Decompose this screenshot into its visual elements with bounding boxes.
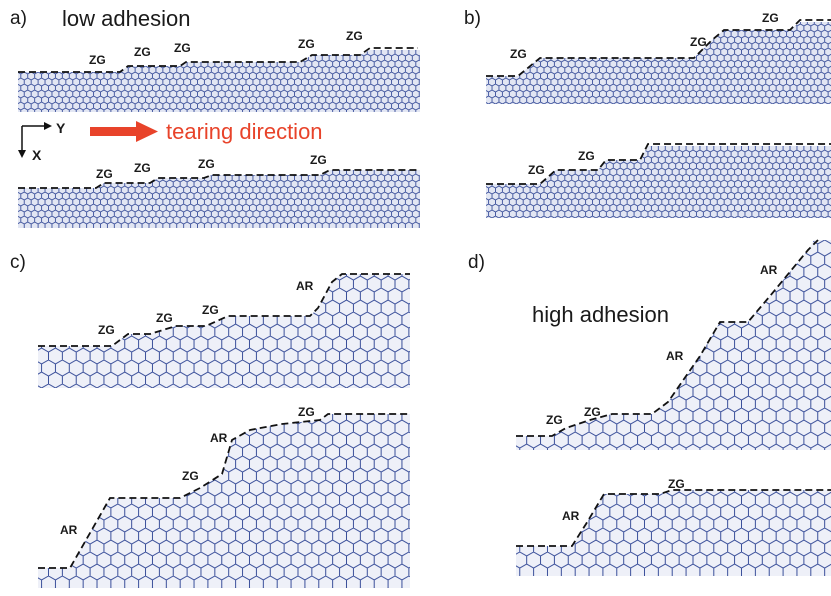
- edge-label: ZG: [202, 303, 219, 317]
- edge-label: ZG: [174, 41, 191, 55]
- panel-d-bottom-edge: [516, 489, 831, 547]
- edge-label: ZG: [762, 11, 779, 25]
- panel-d: d) high adhesion ZG ZG AR AR AR ZG: [468, 239, 831, 576]
- edge-label: ZG: [134, 161, 151, 175]
- panel-a-label: a): [10, 8, 27, 29]
- edge-label: ZG: [182, 469, 199, 483]
- panel-a-bottom-edge: [18, 169, 418, 189]
- panel-c-top-edge-labels: ZG ZG ZG AR: [98, 279, 314, 337]
- axes-indicator: Y X: [18, 120, 66, 163]
- panel-c-bottom-sheet: [38, 414, 410, 588]
- edge-label: ZG: [89, 53, 106, 67]
- tearing-direction-text: tearing direction: [166, 119, 323, 144]
- edge-label: ZG: [668, 477, 685, 491]
- panel-d-top-edge-labels: ZG ZG AR AR: [546, 263, 778, 427]
- axis-y-label: Y: [56, 120, 66, 136]
- edge-label: ZG: [134, 45, 151, 59]
- panel-d-label: d): [468, 252, 485, 273]
- panel-a-bottom-sheet: [18, 170, 420, 228]
- edge-label: ZG: [510, 47, 527, 61]
- panel-c-bottom-edge-labels: AR ZG AR ZG: [60, 405, 315, 537]
- panel-d-bottom-sheet: [516, 490, 831, 576]
- panel-a-bottom-edge-labels: ZG ZG ZG ZG: [96, 153, 327, 181]
- panel-a-title: low adhesion: [62, 6, 190, 31]
- edge-label: ZG: [198, 157, 215, 171]
- panel-d-title: high adhesion: [532, 302, 669, 327]
- panel-d-bottom-edge-labels: AR ZG: [562, 477, 685, 523]
- panel-a-top-sheet: [18, 50, 420, 112]
- edge-label: ZG: [96, 167, 113, 181]
- edge-label: AR: [296, 279, 314, 293]
- edge-label: AR: [666, 349, 684, 363]
- panel-d-top-sheet: [516, 240, 831, 450]
- axis-x-label: X: [32, 147, 42, 163]
- edge-label: ZG: [346, 29, 363, 43]
- panel-b-bottom-sheet: [486, 146, 831, 218]
- edge-label: ZG: [546, 413, 563, 427]
- panel-a-top-edge: [18, 47, 418, 73]
- edge-label: ZG: [298, 37, 315, 51]
- panel-c-top-sheet: [38, 274, 410, 388]
- edge-label: ZG: [578, 149, 595, 163]
- edge-label: ZG: [528, 163, 545, 177]
- panel-c-bottom-edge: [38, 413, 410, 569]
- panel-a: a) low adhesion ZG ZG ZG ZG ZG Y X teari…: [10, 6, 420, 228]
- edge-label: AR: [760, 263, 778, 277]
- edge-label: AR: [210, 431, 228, 445]
- panel-a-top-edge-labels: ZG ZG ZG ZG ZG: [89, 29, 363, 67]
- panel-c-top-edge: [38, 273, 410, 347]
- arrow-right-icon: [136, 121, 158, 142]
- edge-label: ZG: [98, 323, 115, 337]
- panel-c-label: c): [10, 252, 26, 273]
- edge-label: ZG: [156, 311, 173, 325]
- edge-label: ZG: [690, 35, 707, 49]
- edge-label: AR: [562, 509, 580, 523]
- edge-label: ZG: [310, 153, 327, 167]
- edge-label: ZG: [584, 405, 601, 419]
- edge-label: AR: [60, 523, 78, 537]
- panel-b: b) ZG ZG ZG ZG ZG: [464, 8, 831, 218]
- panel-d-top-edge: [516, 239, 819, 437]
- edge-label: ZG: [298, 405, 315, 419]
- tearing-direction-arrow: tearing direction: [90, 119, 323, 144]
- panel-b-top-edge-labels: ZG ZG ZG: [510, 11, 779, 61]
- panel-c: c) ZG ZG ZG AR AR ZG AR ZG: [10, 252, 410, 588]
- panel-b-bottom-edge-labels: ZG ZG: [528, 149, 595, 177]
- panel-b-top-sheet: [486, 22, 831, 104]
- panel-b-label: b): [464, 8, 481, 29]
- panel-b-bottom-edge: [486, 143, 831, 185]
- panel-b-top-edge: [486, 19, 831, 77]
